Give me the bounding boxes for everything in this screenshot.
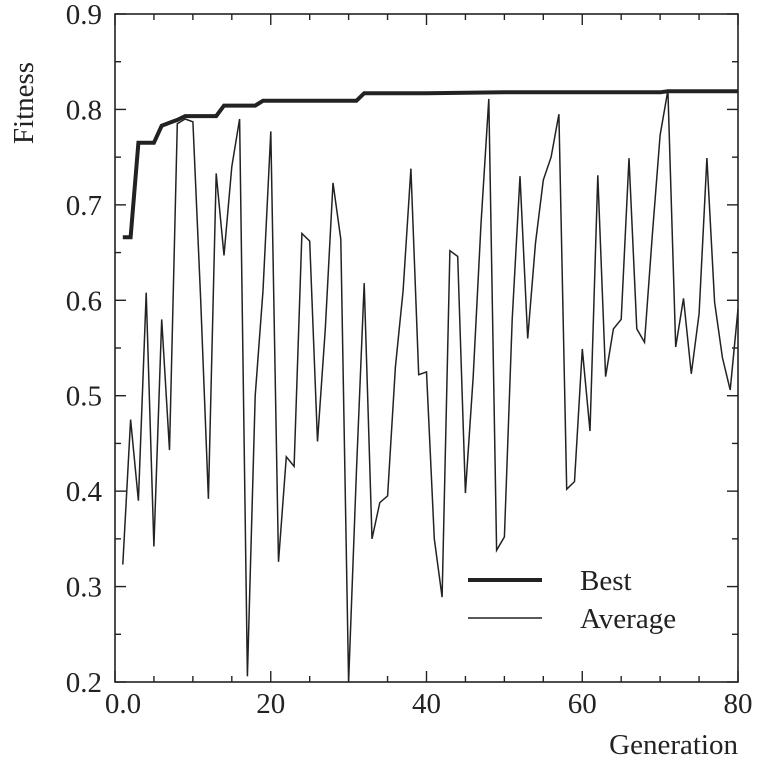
x-tick-label: 60: [568, 688, 597, 720]
y-tick-label: 0.7: [66, 190, 102, 222]
y-tick-label: 0.9: [66, 0, 102, 31]
x-tick-label: 80: [724, 688, 753, 720]
x-tick-labels: 0.0 20 40 60 80: [105, 688, 753, 720]
y-tick-label: 0.5: [66, 381, 102, 413]
y-tick-labels: 0.2 0.3 0.4 0.5 0.6 0.7 0.8 0.9: [66, 0, 103, 699]
x-tick-label: 20: [256, 688, 285, 720]
y-tick-label: 0.2: [66, 667, 102, 699]
plot-frame: [114, 13, 739, 683]
x-tick-label: 40: [412, 688, 441, 720]
series-line-average: [122, 90, 739, 683]
legend-label-best: Best: [580, 565, 632, 597]
y-tick-label: 0.3: [66, 572, 102, 604]
x-axis-title: Generation: [609, 729, 738, 761]
legend: Best Average: [468, 565, 676, 635]
y-tick-label: 0.6: [66, 285, 102, 317]
legend-label-average: Average: [580, 603, 676, 635]
x-tick-label: 0.0: [105, 688, 141, 720]
y-ticks: [115, 13, 738, 683]
series-lines: [122, 89, 739, 683]
y-tick-label: 0.4: [66, 476, 103, 508]
series-line-best: [122, 89, 738, 240]
y-axis-title: Fitness: [8, 62, 40, 144]
y-tick-label: 0.8: [66, 94, 102, 126]
